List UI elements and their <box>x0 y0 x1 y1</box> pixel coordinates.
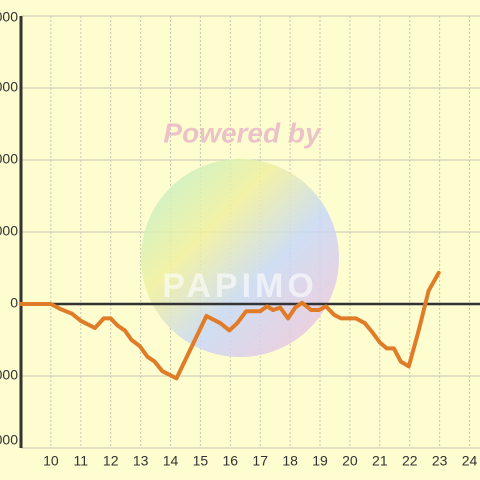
y-tick-label: 3,000 <box>0 223 18 239</box>
plot <box>19 16 480 448</box>
data-line <box>19 270 441 381</box>
x-tick-label: 13 <box>133 453 149 469</box>
y-tick-label: 9,000 <box>0 79 18 95</box>
x-tick-label: 23 <box>432 453 448 469</box>
x-tick-label: 22 <box>402 453 418 469</box>
y-tick-label: -3,000 <box>0 367 18 383</box>
x-tick-label: 20 <box>342 453 358 469</box>
y-tick-label: 12,000 <box>0 9 18 25</box>
x-tick-label: 11 <box>74 453 89 469</box>
x-tick-label: 18 <box>282 453 298 469</box>
y-tick-label: 0 <box>10 295 18 311</box>
x-tick-label: 21 <box>372 453 388 469</box>
x-tick-label: 16 <box>223 453 239 469</box>
x-tick-label: 17 <box>252 453 268 469</box>
x-tick-label: 14 <box>163 453 179 469</box>
x-tick-label: 12 <box>103 453 119 469</box>
x-tick-label: 10 <box>43 453 59 469</box>
y-tick-label: 6,000 <box>0 151 18 167</box>
watermark-logo: PAPIMO <box>162 267 318 305</box>
x-tick-label: 24 <box>462 453 478 469</box>
watermark-title: Powered by <box>163 117 322 148</box>
x-tick-label: 15 <box>193 453 209 469</box>
x-tick-label: 19 <box>312 453 328 469</box>
watermark-circle <box>141 159 339 357</box>
y-tick-label: -6,000 <box>0 432 18 448</box>
